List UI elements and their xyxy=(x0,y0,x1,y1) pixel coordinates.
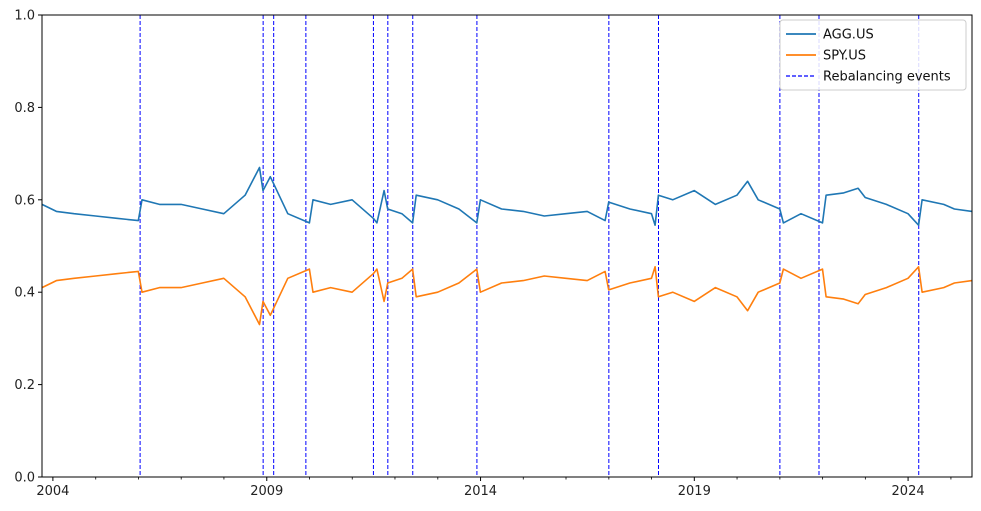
y-tick-label: 0.6 xyxy=(14,193,35,208)
series-line-agg-us xyxy=(41,166,973,226)
x-tick-label: 2024 xyxy=(892,484,925,499)
x-tick-label: 2014 xyxy=(464,484,497,499)
y-axis: 0.0 0.2 0.4 0.6 0.8 1.0 xyxy=(14,9,42,486)
legend-label-agg: AGG.US xyxy=(823,28,874,43)
legend-box xyxy=(779,19,967,91)
y-tick-label: 0.0 xyxy=(14,471,35,486)
legend-label-spy: SPY.US xyxy=(823,49,866,64)
legend: AGG.US SPY.US Rebalancing events xyxy=(779,19,967,91)
plot-area-frame xyxy=(41,14,973,478)
x-tick-label: 2019 xyxy=(678,484,711,499)
y-tick-label: 0.4 xyxy=(14,286,35,301)
series-lines xyxy=(41,166,973,326)
rebalancing-lines xyxy=(139,15,920,477)
y-tick-label: 0.2 xyxy=(14,378,35,393)
x-tick-label: 2009 xyxy=(250,484,283,499)
y-tick-label: 1.0 xyxy=(14,9,35,24)
legend-label-rebalancing: Rebalancing events xyxy=(823,70,951,85)
y-tick-label: 0.8 xyxy=(14,101,35,116)
x-tick-label: 2004 xyxy=(36,484,69,499)
x-axis: 2004 2009 2014 2019 2024 xyxy=(36,477,952,499)
series-line-spy-us xyxy=(41,265,973,326)
